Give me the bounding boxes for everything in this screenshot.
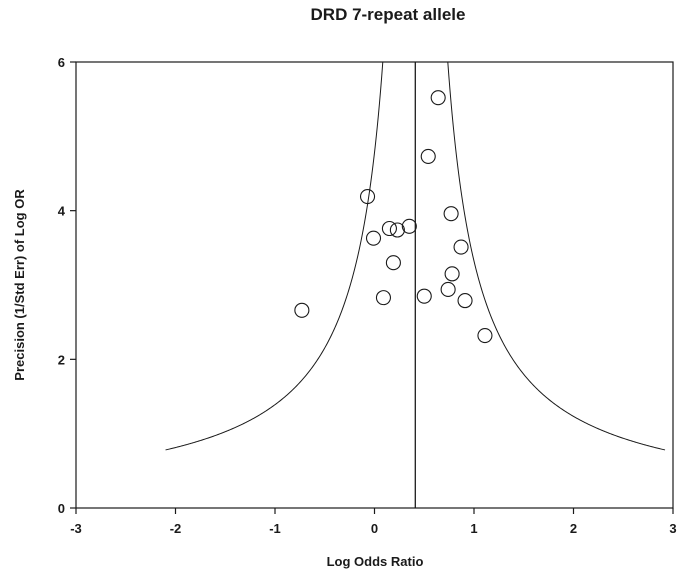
- study-point: [375, 290, 392, 306]
- chart-title: DRD 7-repeat allele: [311, 5, 466, 24]
- study-point: [477, 327, 493, 344]
- study-point: [444, 266, 460, 282]
- plot-area-frame: [75, 61, 674, 509]
- study-point: [365, 230, 382, 246]
- y-tick-label: 0: [58, 501, 65, 516]
- study-point: [389, 222, 405, 238]
- y-axis-ticks: 0 2 4 6: [58, 55, 76, 516]
- study-point: [430, 90, 446, 106]
- funnel-right-curve: [447, 61, 666, 451]
- x-axis-label: Log Odds Ratio: [327, 554, 424, 569]
- study-point: [294, 302, 310, 318]
- funnel-curves: [165, 61, 666, 451]
- x-tick-label: 2: [570, 521, 577, 536]
- study-point: [443, 206, 459, 222]
- x-axis-ticks: -3 -2 -1 0 1 2 3: [70, 508, 677, 536]
- y-tick-label: 4: [58, 204, 66, 219]
- x-tick-label: 0: [371, 521, 378, 536]
- study-point: [359, 188, 376, 205]
- study-point: [385, 255, 401, 271]
- study-point: [401, 218, 417, 234]
- study-point: [440, 281, 456, 298]
- x-tick-label: -1: [269, 521, 281, 536]
- study-point: [416, 288, 432, 304]
- funnel-left-curve: [165, 61, 384, 451]
- x-tick-label: -3: [70, 521, 82, 536]
- x-tick-label: -2: [170, 521, 182, 536]
- y-tick-label: 2: [58, 352, 65, 367]
- study-points: [294, 90, 493, 344]
- y-tick-label: 6: [58, 55, 65, 70]
- study-point: [457, 293, 473, 309]
- y-axis-label: Precision (1/Std Err) of Log OR: [12, 189, 27, 381]
- study-point: [420, 148, 436, 164]
- x-tick-label: 3: [669, 521, 676, 536]
- study-point: [381, 220, 397, 237]
- study-point: [453, 239, 469, 255]
- x-tick-label: 1: [470, 521, 477, 536]
